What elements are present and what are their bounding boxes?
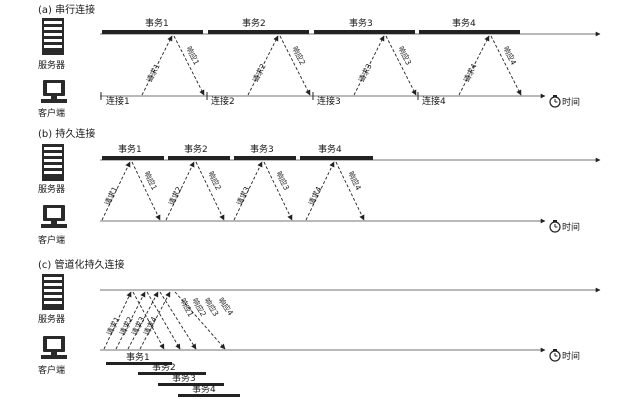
client-label: 客户端 <box>38 364 65 376</box>
connection-label: 连接2 <box>211 95 235 107</box>
transaction-bar <box>419 30 520 34</box>
response-label: 响应4 <box>216 295 236 317</box>
response-arrow <box>279 35 311 96</box>
response-arrow <box>195 161 225 221</box>
server-icon <box>42 144 64 181</box>
response-arrow <box>131 161 161 221</box>
request-arrow <box>141 35 173 96</box>
response-arrow <box>174 291 226 350</box>
response-label: 响应3 <box>274 169 292 191</box>
response-arrow <box>490 35 522 96</box>
transaction-bar <box>138 372 206 375</box>
clock-icon <box>549 220 561 233</box>
client-computer-icon <box>41 205 67 228</box>
server-label: 服务器 <box>38 313 65 325</box>
response-arrow <box>335 161 365 221</box>
response-arrow <box>132 291 165 350</box>
transaction-label: 事务3 <box>250 143 274 155</box>
clock-icon <box>549 349 561 362</box>
section-title: (b) 持久连接 <box>38 127 95 140</box>
request-arrow <box>139 291 171 350</box>
transaction-label: 事务4 <box>192 383 216 395</box>
time-label: 时间 <box>562 350 580 362</box>
response-arrow <box>159 291 197 350</box>
request-arrow <box>247 35 279 96</box>
transaction-label: 事务1 <box>118 143 142 155</box>
response-label: 响应1 <box>184 44 202 66</box>
connection-label: 连接4 <box>422 95 446 107</box>
request-arrow <box>458 35 490 96</box>
section-persistent: (b) 持久连接 服务器 客户端 时间 事 <box>38 127 601 246</box>
time-label: 时间 <box>562 96 580 108</box>
time-label: 时间 <box>562 221 580 233</box>
transaction-label: 事务3 <box>349 17 373 29</box>
server-label: 服务器 <box>38 183 65 195</box>
transaction-label: 事务1 <box>126 351 150 363</box>
response-label: 响应4 <box>501 44 519 66</box>
request-label: 请求4 <box>306 185 324 207</box>
server-icon <box>42 18 64 55</box>
transaction-bar <box>178 394 240 397</box>
section-serial: (a) 串行连接 服务器 客户端 时间 <box>38 3 601 119</box>
request-arrow <box>353 35 385 96</box>
request-arrow <box>115 291 146 350</box>
request-arrow <box>127 291 159 350</box>
transaction-bar <box>106 362 172 365</box>
response-label: 响应2 <box>206 169 224 191</box>
request-arrow <box>165 161 195 221</box>
transaction-bar <box>158 383 224 386</box>
transaction-label: 事务2 <box>152 361 176 373</box>
transaction-label: 事务4 <box>452 17 476 29</box>
client-label: 客户端 <box>38 234 65 246</box>
section-title: (c) 管道化持久连接 <box>38 258 124 271</box>
section-pipelined: (c) 管道化持久连接 服务器 客户端 时间 <box>38 258 601 397</box>
connection-label: 连接1 <box>106 95 130 107</box>
connection-label: 连接3 <box>317 95 341 107</box>
request-label: 请求1 <box>102 185 120 207</box>
response-label: 响应2 <box>290 44 308 66</box>
clock-icon <box>549 95 561 108</box>
response-label: 响应1 <box>142 169 160 191</box>
transaction-bar <box>234 156 296 160</box>
transaction-label: 事务4 <box>318 143 342 155</box>
server-label: 服务器 <box>38 59 65 71</box>
request-label: 请求2 <box>250 62 268 84</box>
request-arrow <box>233 161 263 221</box>
transaction-bar <box>168 156 230 160</box>
client-computer-icon <box>41 80 67 103</box>
section-title: (a) 串行连接 <box>38 3 95 16</box>
transaction-label: 事务1 <box>145 17 169 29</box>
response-arrow <box>385 35 417 96</box>
server-icon <box>42 274 64 310</box>
request-label: 请求2 <box>166 185 184 207</box>
request-label: 请求3 <box>356 62 374 84</box>
request-label: 请求4 <box>461 62 479 84</box>
transaction-bar <box>102 30 203 34</box>
response-label: 响应3 <box>396 44 414 66</box>
transaction-bar <box>300 156 373 160</box>
transaction-bar <box>208 30 309 34</box>
transaction-bar <box>102 156 164 160</box>
transaction-label: 事务2 <box>242 17 266 29</box>
request-arrow <box>305 161 335 221</box>
transaction-bar <box>314 30 415 34</box>
transaction-label: 事务2 <box>184 143 208 155</box>
client-computer-icon <box>41 336 67 359</box>
request-label: 请求1 <box>144 62 162 84</box>
transaction-label: 事务3 <box>172 372 196 384</box>
request-arrow <box>103 291 132 350</box>
client-label: 客户端 <box>38 107 65 119</box>
response-arrow <box>173 35 205 96</box>
request-arrow <box>101 161 131 221</box>
request-label: 请求3 <box>234 185 252 207</box>
response-arrow <box>146 291 181 350</box>
response-arrow <box>263 161 293 221</box>
response-label: 响应4 <box>346 169 364 191</box>
